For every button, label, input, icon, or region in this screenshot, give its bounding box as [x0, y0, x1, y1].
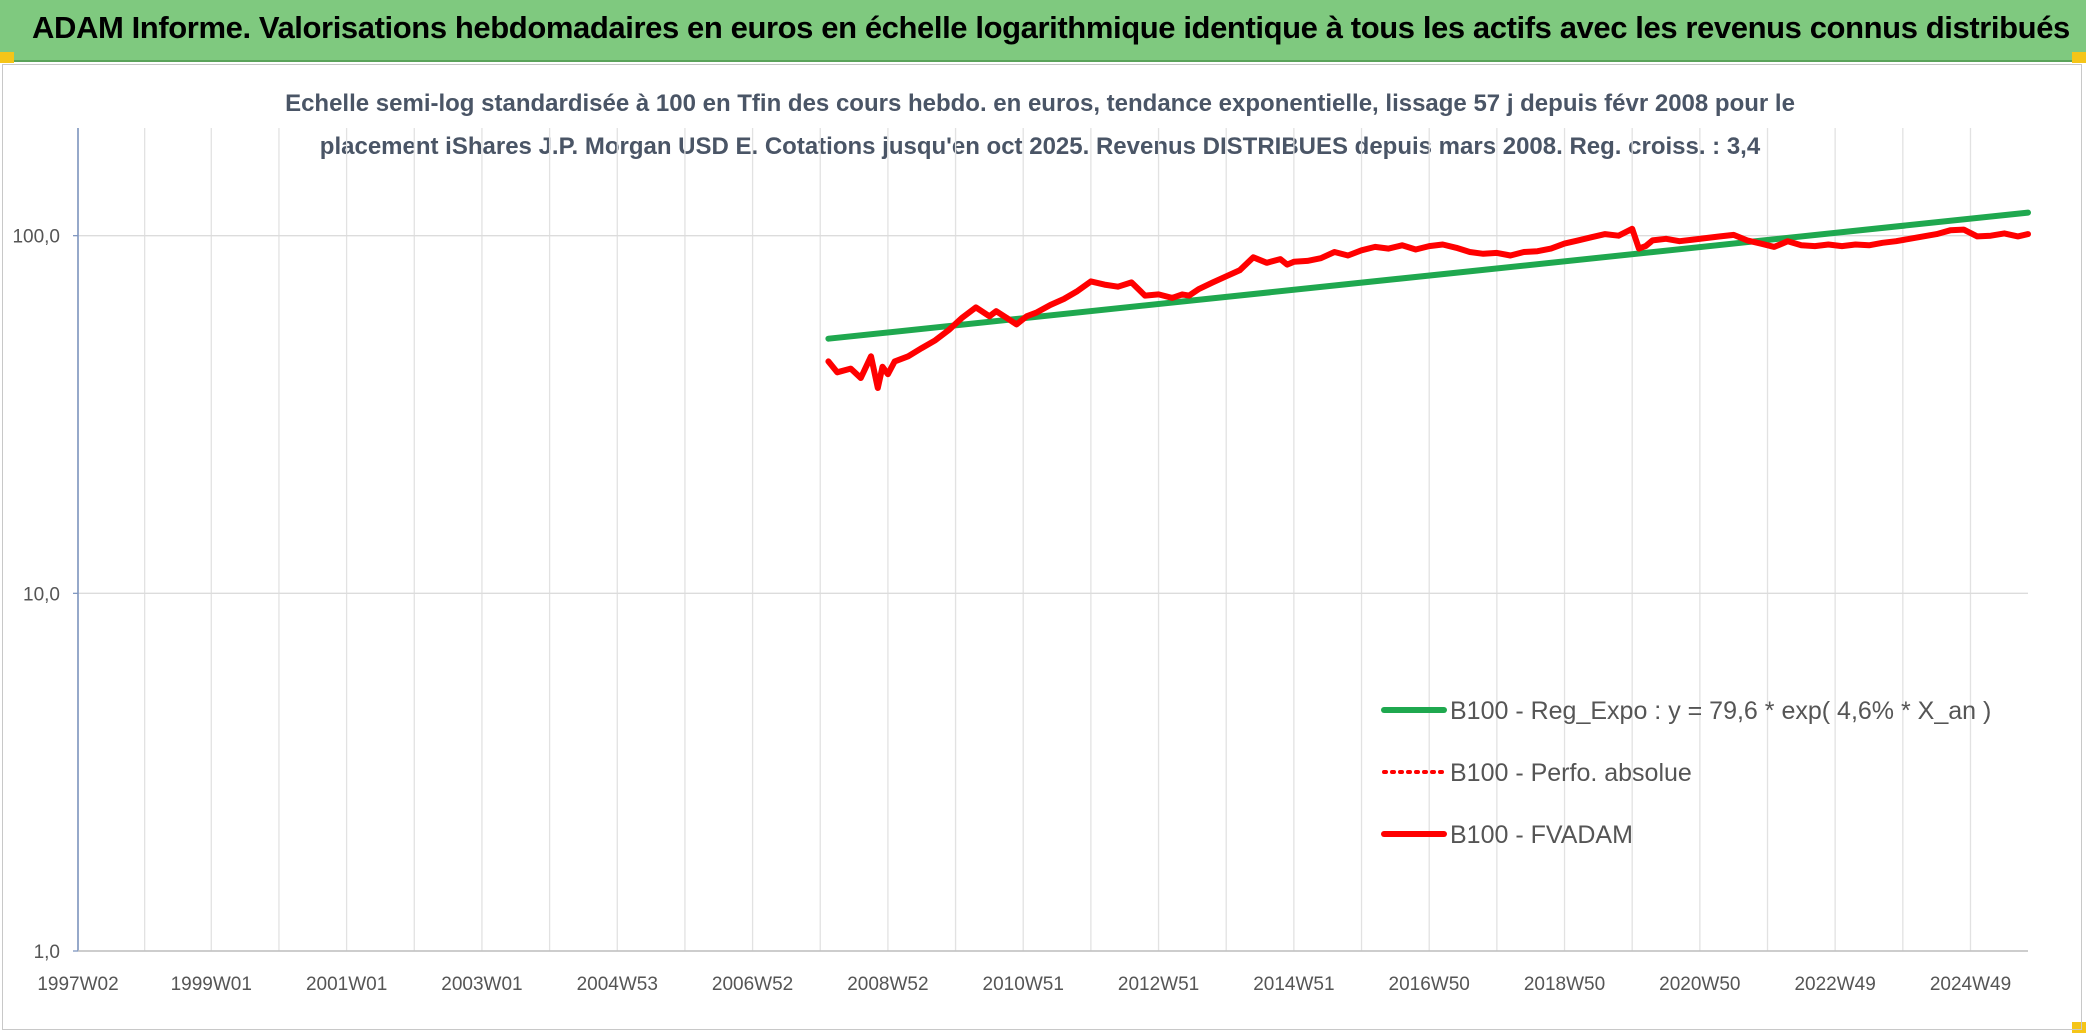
x-tick-label: 2001W01	[306, 974, 387, 995]
series-line-3	[825, 225, 2031, 391]
report-title: ADAM Informe. Valorisations hebdomadaire…	[32, 10, 2070, 45]
x-tick-label: 2022W49	[1794, 974, 1875, 995]
legend-entry-label: B100 - Perfo. absolue	[1450, 759, 1692, 787]
x-tick-label: 2010W51	[983, 974, 1064, 995]
x-tick-label: 2012W51	[1118, 974, 1199, 995]
corner-marker-bottom-right	[2072, 1022, 2086, 1033]
x-tick-label: 2018W50	[1524, 974, 1605, 995]
x-tick-label: 2014W51	[1253, 974, 1334, 995]
legend-entry-label: B100 - FVADAM	[1450, 821, 1633, 849]
chart-title-line-2: placement iShares J.P. Morgan USD E. Cot…	[319, 133, 1761, 160]
x-tick-label: 2003W01	[441, 974, 522, 995]
report-banner: ADAM Informe. Valorisations hebdomadaire…	[0, 0, 2086, 62]
x-tick-label: 2004W53	[577, 974, 658, 995]
x-tick-label: 1997W02	[37, 974, 118, 995]
y-tick-label: 1,0	[34, 942, 60, 963]
legend-entry-label: B100 - Reg_Expo : y = 79,6 * exp( 4,6% *…	[1450, 697, 1991, 725]
chart-frame	[2, 64, 2082, 1030]
y-tick-label: 10,0	[23, 584, 60, 605]
x-tick-label: 1999W01	[171, 974, 252, 995]
chart-title-line-1: Echelle semi-log standardisée à 100 en T…	[285, 90, 1795, 117]
x-tick-label: 2020W50	[1659, 974, 1740, 995]
corner-marker-left	[0, 52, 14, 63]
x-tick-label: 2006W52	[712, 974, 793, 995]
y-tick-label: 100,0	[12, 227, 60, 248]
corner-marker-right	[2072, 52, 2086, 63]
x-tick-label: 2024W49	[1930, 974, 2011, 995]
x-tick-label: 2008W52	[847, 974, 928, 995]
x-tick-label: 2016W50	[1389, 974, 1470, 995]
